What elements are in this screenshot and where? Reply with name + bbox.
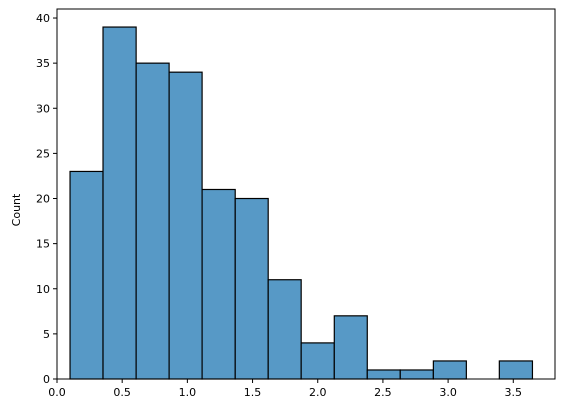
x-tick-label: 3.5	[505, 386, 523, 399]
x-tick-label: 3.0	[439, 386, 457, 399]
x-tick-label: 1.5	[244, 386, 262, 399]
y-tick-label: 5	[43, 328, 50, 341]
histogram-bar	[234, 197, 269, 380]
histogram-bar	[168, 71, 203, 380]
histogram-bar	[498, 360, 534, 380]
histogram-bar	[102, 26, 137, 380]
y-axis-label: Count	[10, 193, 23, 226]
histogram-bar	[366, 369, 401, 380]
y-tick-label: 25	[36, 147, 50, 160]
plot-frame	[56, 8, 556, 380]
x-tick-label: 0.5	[113, 386, 131, 399]
axes-layer: 0.0 0.5 1.0 1.5 2.0 2.5 3.0 3.5 0 5 10 15 20 25 30 35 40	[36, 8, 556, 399]
histogram-bar	[201, 188, 236, 380]
x-tick-label: 0.0	[48, 386, 66, 399]
y-tick-label: 20	[36, 193, 50, 206]
y-tick-label: 35	[36, 57, 50, 70]
histogram-bar	[399, 369, 434, 380]
histogram-bar	[135, 62, 170, 380]
bars-layer	[69, 26, 534, 380]
y-tick-label: 15	[36, 238, 50, 251]
y-tick-label: 10	[36, 283, 50, 296]
x-tick-label: 2.0	[309, 386, 327, 399]
histogram-bar	[300, 342, 335, 380]
histogram-bar	[333, 315, 368, 380]
y-tick-label: 30	[36, 102, 50, 115]
y-tick-label: 40	[36, 12, 50, 25]
x-tick-label: 1.0	[179, 386, 197, 399]
histogram-bar	[432, 360, 467, 380]
y-tick-label: 0	[43, 373, 50, 386]
histogram-bar	[267, 279, 302, 380]
histogram-bar	[69, 170, 104, 380]
x-tick-label: 2.5	[374, 386, 392, 399]
